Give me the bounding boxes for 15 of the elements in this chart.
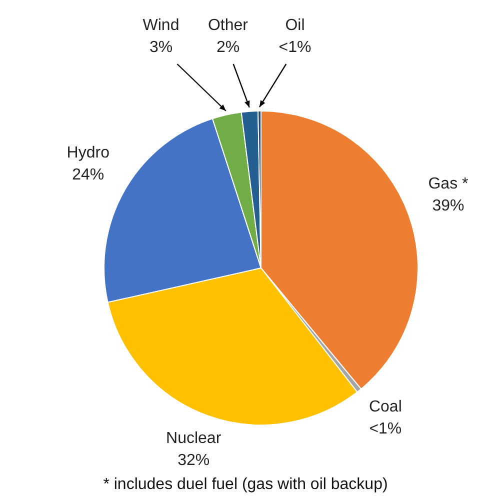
data-label: <1% <box>369 420 402 438</box>
slice-label: Nuclear <box>166 430 222 448</box>
slice-label: Wind <box>142 17 180 34</box>
text: * includes duel fuel (gas with oil backup) <box>103 476 388 493</box>
data-label: 2% <box>216 39 240 56</box>
slice-label: Coal <box>368 398 402 416</box>
data-label: <1% <box>278 39 312 56</box>
slice-label: Oil <box>285 17 305 34</box>
slice-label: Gas * <box>428 176 468 193</box>
data-label: 32% <box>178 452 210 470</box>
data-label: 3% <box>149 39 173 56</box>
slice-label: Other <box>208 17 249 34</box>
data-label: 39% <box>432 198 464 215</box>
slice-label: Hydro <box>66 144 110 162</box>
data-label: 24% <box>72 166 104 184</box>
